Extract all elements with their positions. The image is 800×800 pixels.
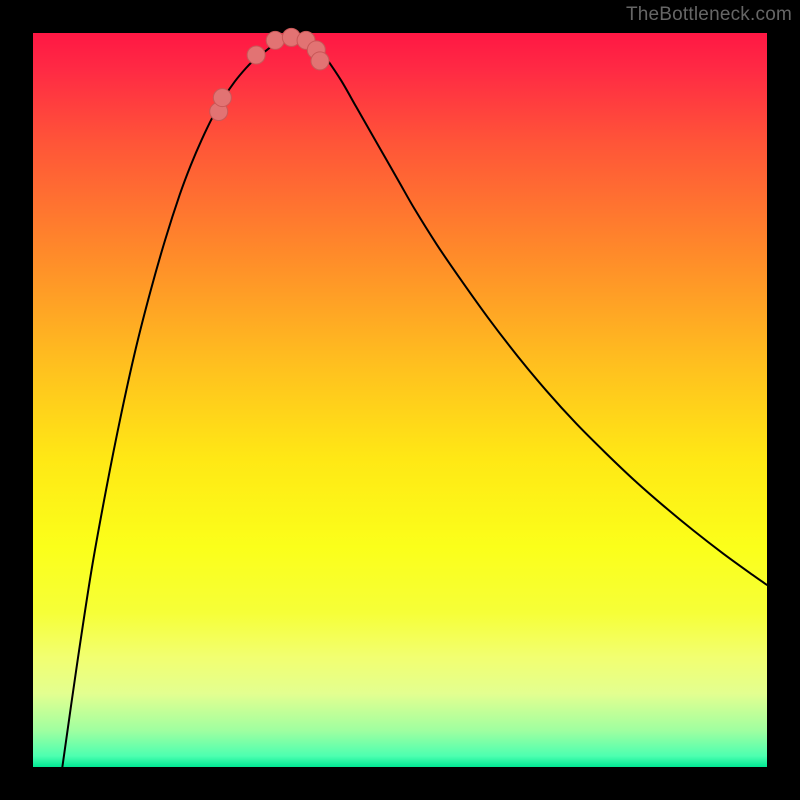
chart-svg [33, 33, 767, 767]
marker-point [311, 52, 329, 70]
watermark-text: TheBottleneck.com [626, 4, 792, 26]
marker-point [213, 89, 231, 107]
bottleneck-curve [62, 36, 767, 767]
marker-point [247, 46, 265, 64]
plot-area [33, 33, 767, 767]
marker-point [266, 31, 284, 49]
marker-group [210, 28, 329, 120]
